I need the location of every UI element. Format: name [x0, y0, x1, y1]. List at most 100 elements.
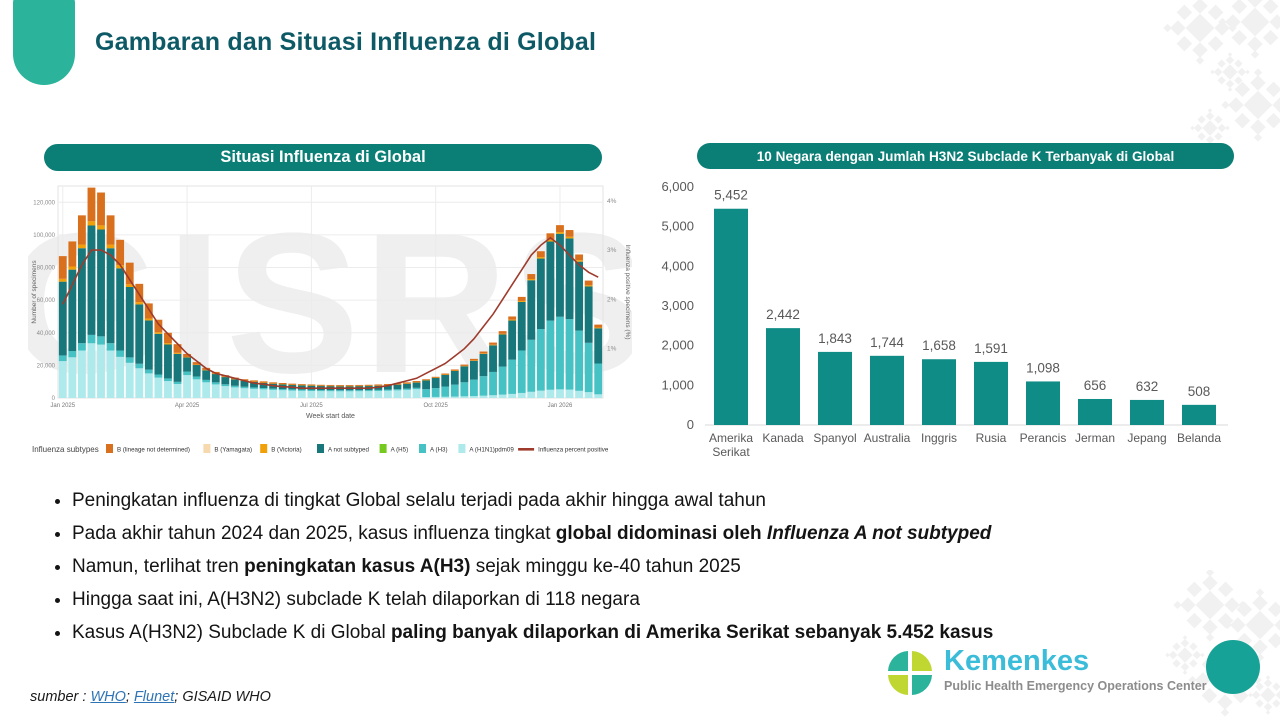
batik-motif-part [1234, 81, 1251, 98]
batik-motif-part [1182, 635, 1188, 640]
bar-segment [297, 384, 306, 386]
bar-segment [479, 353, 488, 377]
source-link-flunet[interactable]: Flunet [133, 689, 175, 705]
batik-motif-part [1269, 14, 1280, 30]
bar-segment [250, 380, 258, 382]
bar-segment [154, 319, 163, 333]
bar-segment [517, 350, 526, 393]
batik-motif-part [1231, 0, 1248, 15]
batik-motif-part [1190, 125, 1195, 131]
bar-segment [106, 343, 115, 351]
bar-segment [594, 324, 603, 328]
bar-segment [135, 302, 144, 305]
bar-segment [479, 376, 488, 396]
bar-segment [192, 364, 201, 377]
bar-segment [412, 389, 421, 398]
x-tick-label: Jan 2025 [50, 403, 75, 409]
bar-segment [584, 342, 593, 393]
bar-segment [527, 280, 536, 340]
bar-segment [508, 319, 517, 321]
bar-segment [116, 356, 125, 398]
bar-segment [269, 382, 278, 384]
batik-motif-part [1225, 14, 1241, 30]
bar-segment [211, 373, 220, 383]
batik-motif-part [1255, 653, 1265, 662]
bar-segment [575, 254, 584, 261]
y2-tick-label: 4% [607, 198, 617, 205]
bar-segment [364, 390, 373, 392]
bar-segment [546, 389, 555, 398]
bar-segment [135, 368, 144, 398]
y-tick-label: 5,000 [661, 219, 694, 234]
batik-motif-part [1186, 612, 1203, 629]
legend-label: B (Victoria) [271, 447, 302, 454]
bar-segment [374, 390, 383, 398]
y-tick-label: 20,000 [37, 363, 56, 369]
bullet-text: paling banyak dilaporkan di Amerika Seri… [390, 622, 994, 644]
batik-motif-part [1225, 79, 1235, 89]
batik-motif-part [1265, 81, 1280, 98]
bar-segment [383, 383, 392, 385]
bar-segment [154, 377, 163, 398]
bar-segment [154, 332, 163, 334]
bar-segment [317, 384, 325, 386]
bar-segment [173, 353, 182, 382]
bar-segment [498, 366, 507, 395]
source-suffix: GISAID WHO [182, 689, 271, 705]
bar-segment [288, 390, 297, 398]
bar-segment [97, 336, 105, 345]
legend-swatch [458, 444, 466, 453]
legend-swatch [419, 444, 426, 453]
source-line: sumber : WHO; Flunet; GISAID WHO [30, 689, 271, 705]
bar-segment [403, 383, 411, 389]
bullet-item: Namun, terlihat tren peningkatan kasus A… [72, 553, 1077, 581]
batik-motif-part [1230, 617, 1246, 633]
batik-motif-part [1272, 682, 1280, 691]
bar-segment [97, 229, 105, 337]
bar-segment [441, 396, 450, 398]
bar-segment [460, 396, 469, 398]
bar-segment [97, 225, 105, 230]
batik-motif-part [1225, 55, 1235, 65]
bar-segment [393, 384, 402, 390]
legend-label: A (H5) [391, 447, 409, 454]
bar-segment [269, 389, 278, 398]
batik-motif-part [1186, 581, 1203, 598]
bar-segment [508, 393, 517, 398]
bar-segment [221, 384, 230, 387]
h3n2-country-bar-chart: 6,000 5,000 4,000 3,000 2,000 1,000 0 5,452 Amer… [661, 179, 1228, 459]
batik-motif-part [1250, 119, 1266, 135]
bar-segment [317, 390, 325, 392]
bar-segment [230, 387, 239, 398]
bar-segment [431, 377, 440, 389]
bar-segment [374, 384, 383, 386]
bullet-text: Pada akhir tahun 2024 dan 2025, kasus in… [72, 523, 556, 545]
bar-segment [556, 232, 564, 234]
bar-value-label: 508 [1188, 384, 1211, 399]
bar-segment [556, 389, 564, 398]
bar-segment [364, 391, 373, 398]
batik-motif-part [1253, 133, 1263, 142]
bar-segment [250, 388, 258, 398]
batik-motif-part [1202, 619, 1218, 635]
bar-segment [135, 304, 144, 364]
bar-segment [87, 225, 96, 335]
bar-segment [470, 358, 478, 361]
batik-flower [1190, 108, 1230, 148]
bar-segment [431, 376, 440, 378]
bar-segment [575, 261, 584, 331]
bar-segment [58, 361, 67, 398]
bar-segment [450, 384, 459, 397]
kemenkes-subtitle: Public Health Emergency Operations Cente… [944, 679, 1207, 693]
x-tick-label: Jul 2025 [300, 403, 323, 409]
batik-motif-part [1170, 20, 1186, 36]
batik-motif-part [1168, 650, 1178, 660]
bar-segment [164, 344, 172, 379]
source-link-who[interactable]: WHO [90, 689, 126, 705]
batik-motif-part [1236, 601, 1253, 618]
bar-segment [144, 303, 153, 319]
bar-segment [412, 387, 421, 390]
bar-segment [68, 269, 77, 352]
batik-motif-part [1247, 36, 1263, 52]
category-label: Jepang [1127, 431, 1166, 445]
